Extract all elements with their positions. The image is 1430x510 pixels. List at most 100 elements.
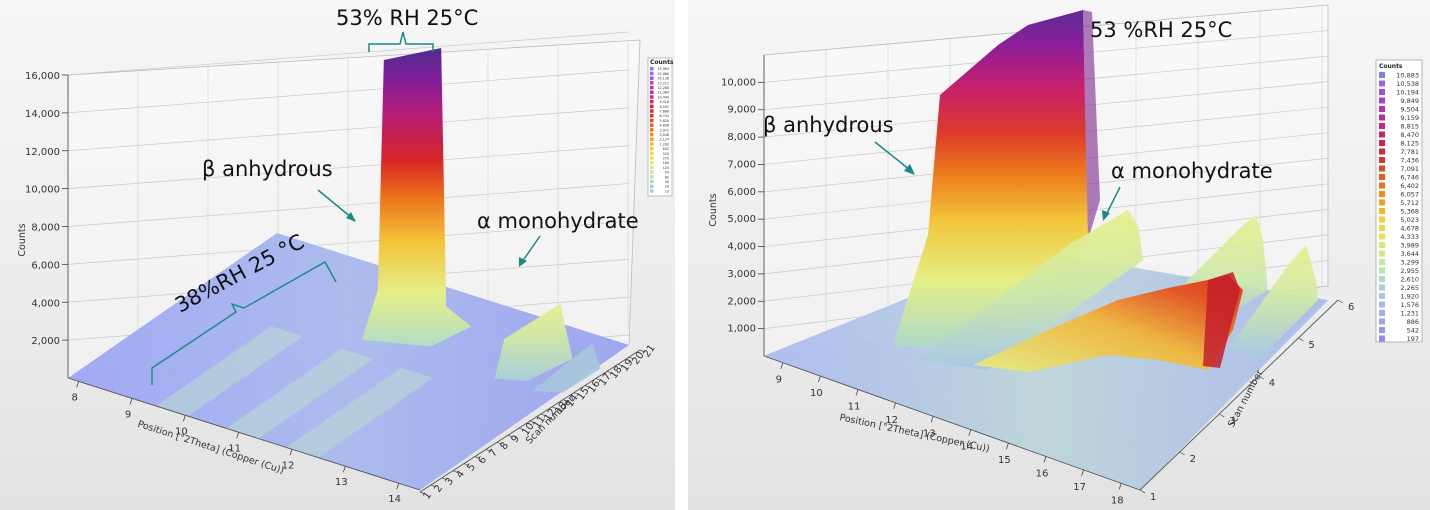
right-legend-label: 7,436 [1400,157,1419,165]
right-legend-label: 2,265 [1400,284,1419,292]
right-legend-swatch [1379,208,1385,214]
right-legend-swatch [1379,165,1385,172]
right-xtick-label: 9 [776,375,782,386]
left-xtick [76,381,80,388]
right-xtick [968,429,972,436]
right-legend-label: 4,678 [1400,225,1419,233]
right-scantick [1139,489,1146,494]
right-ztick-label: 8,000 [727,132,756,143]
left-xtick-label: 9 [125,409,131,420]
right-beta-side [1083,10,1100,240]
left-legend-swatch [650,189,654,193]
left-alpha-peak [494,303,573,381]
right-mid-ridge-face [1203,272,1240,368]
right-scantick [1337,299,1344,304]
left-scantick [452,470,459,474]
right-legend-label: 8,470 [1400,131,1419,139]
right-xtick [1006,442,1009,450]
left-scantick [628,356,635,360]
left-scantick [518,427,525,431]
left-scantick [617,363,624,367]
annotation-beta-right: β anhydrous [763,113,894,137]
right-legend-label: 3,644 [1400,250,1419,258]
left-zlabel: Counts [17,223,28,256]
left-gridline-z [67,31,630,76]
left-scantick [573,392,580,395]
left-scantick [606,370,613,374]
right-xtick-label: 10 [810,388,823,399]
left-xaxis [67,377,421,491]
right-legend-swatch [1379,327,1385,333]
left-legend-swatch [650,109,654,113]
left-surface-panel: 2,000 4,000 6,000 8,000 10,000 12,000 14,000 16… [0,0,675,510]
right-legend-swatch [1379,335,1385,342]
left-scantick [529,420,536,424]
right-legend-swatch [1379,106,1385,112]
left-legend-label: 15,984 [657,67,669,71]
left-floor-band [286,367,434,458]
right-legend-swatch [1379,250,1385,257]
right-legend-label: 6,746 [1400,174,1419,182]
right-xaxis [763,355,1141,491]
right-alpha-ridge-3 [1228,245,1318,360]
right-legend-label: 6,057 [1400,191,1419,199]
right-ztick-label: 5,000 [727,214,756,225]
right-legend-label: 197 [1407,335,1419,343]
left-xtick [342,466,346,473]
right-legend-swatch [1379,284,1385,291]
right-legend-swatch [1379,72,1385,78]
left-legend-swatch [650,123,654,127]
left-legend: Counts 15,98415,06014,13613,21212,28811,… [647,57,674,197]
right-legend-swatch [1379,267,1385,274]
right-legend-swatch [1379,131,1385,138]
right-legend-label: 1,576 [1400,301,1419,309]
left-legend-label: 4,896 [660,124,669,128]
left-scantick [485,449,492,452]
left-xtick-label: 12 [282,460,295,471]
left-legend-label: 60 [665,175,669,179]
right-legend: Counts 10,88310,53810,1949,8499,5049,159… [1375,59,1423,343]
right-legend-label: 2,955 [1400,267,1419,275]
right-legend-swatch [1379,191,1385,197]
left-legend-label: 15,060 [657,72,669,76]
left-legend-label: 2,124 [660,138,669,142]
right-xtick-label: 15 [998,455,1011,466]
right-scantick [1258,375,1264,380]
right-legend-label: 9,849 [1400,97,1419,105]
right-xtick [780,362,784,369]
left-legend-swatch [650,151,654,156]
left-legend-swatch [650,128,654,132]
left-gridline-z [67,145,630,189]
left-scantick-label: 6 [476,455,489,467]
left-ztick-label: 16,000 [25,71,60,82]
right-xtick [1043,456,1047,463]
left-legend-swatch [650,118,654,123]
right-ticks: 1,000 2,000 3,000 4,000 5,000 6,000 7,000 8,000… [721,55,1354,506]
right-scantick [1179,451,1185,456]
left-beta-peak [361,48,472,347]
left-ztick-label: 12,000 [25,147,60,158]
right-legend-swatch [1379,318,1385,325]
right-legend-swatch [1379,276,1385,282]
left-legend-label: 10 [665,189,669,193]
left-legend-label: 12,288 [657,86,669,90]
left-legend-label: 6,744 [660,114,669,118]
right-legend-label: 10,194 [1396,89,1419,97]
left-xtick-label: 14 [388,494,401,505]
right-legend-label: 2,610 [1400,276,1419,284]
right-ztick-label: 1,000 [727,324,756,335]
left-legend-label: 1,200 [660,142,669,146]
right-legend-swatch [1379,148,1385,155]
right-legend-label: 4,333 [1400,233,1419,241]
left-xtick [182,415,186,422]
left-scantick [430,484,437,488]
left-legend-label: 5,820 [660,119,669,123]
left-legend-label: 13,212 [657,81,669,85]
left-legend-swatch [650,161,654,165]
right-ztick-label: 6,000 [727,187,756,198]
left-legend-title: Counts [650,59,674,66]
left-legend-label: 3,048 [660,133,669,137]
left-xtick-label: 13 [335,477,348,488]
left-alpha-tail [532,342,601,393]
annotation-53rh-left: 53% RH 25°C [336,6,478,30]
